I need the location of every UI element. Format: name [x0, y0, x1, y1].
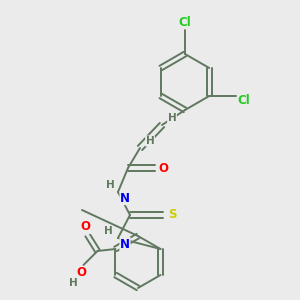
Text: H: H [103, 226, 112, 236]
Text: H: H [146, 136, 154, 146]
Text: Cl: Cl [238, 94, 250, 106]
Text: Cl: Cl [178, 16, 191, 28]
Text: S: S [168, 208, 176, 221]
Text: H: H [106, 180, 114, 190]
Text: N: N [120, 238, 130, 250]
Text: H: H [168, 113, 176, 123]
Text: O: O [158, 161, 168, 175]
Text: O: O [80, 220, 91, 233]
Text: N: N [120, 191, 130, 205]
Text: H: H [69, 278, 78, 288]
Text: O: O [76, 266, 86, 280]
